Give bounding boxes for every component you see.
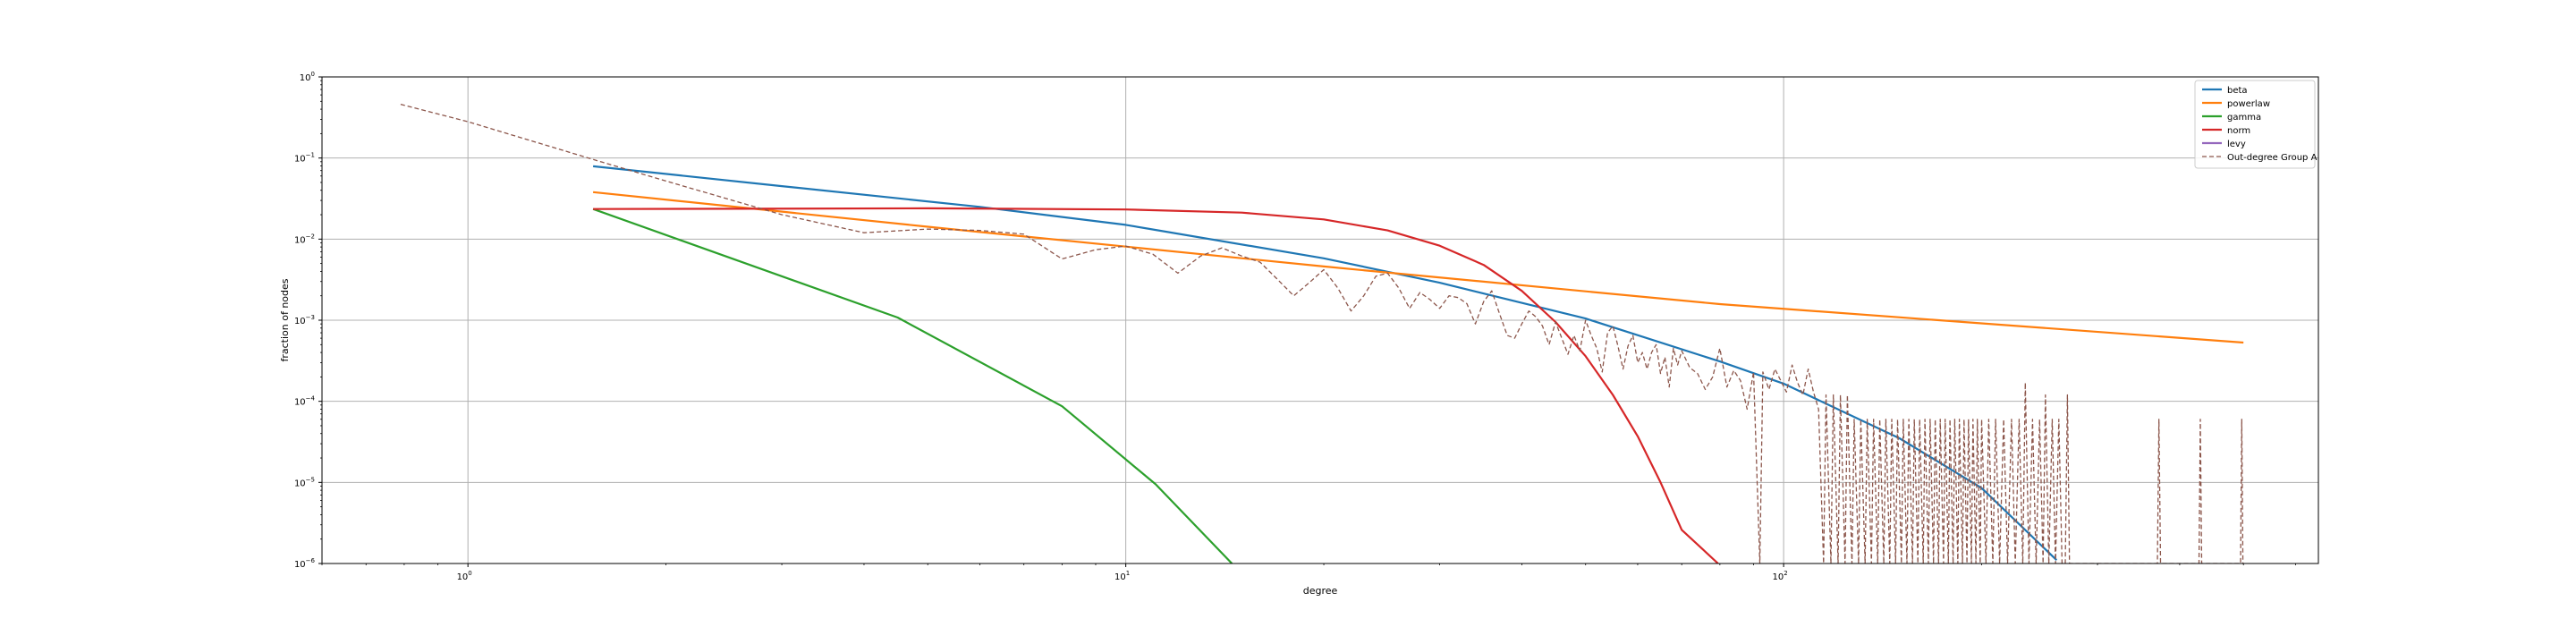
legend-label: gamma bbox=[2227, 113, 2261, 123]
series-line-norm bbox=[593, 207, 1719, 564]
y-axis-label: fraction of nodes bbox=[279, 278, 291, 361]
series-line-gamma bbox=[592, 208, 1233, 564]
series-line-powerlaw bbox=[592, 191, 2244, 344]
legend-label: norm bbox=[2227, 126, 2250, 136]
series-line-beta bbox=[592, 165, 2058, 561]
y-tick-label: 10−5 bbox=[294, 476, 315, 488]
tick-layer: 100 101 102 100 10−1 10−2 10−3 10−4 10−5 10−6 bbox=[294, 71, 2296, 582]
y-tick-label: 10−6 bbox=[294, 557, 316, 570]
plot-area bbox=[321, 76, 2319, 564]
y-tick-label: 10−3 bbox=[294, 314, 315, 326]
legend-label: Out-degree Group A bbox=[2227, 153, 2318, 163]
legend-label: beta bbox=[2227, 86, 2248, 96]
legend-label: powerlaw bbox=[2227, 99, 2270, 109]
y-tick-label: 10−4 bbox=[294, 395, 316, 408]
legend-label: levy bbox=[2227, 140, 2246, 149]
x-tick-label: 100 bbox=[457, 570, 472, 582]
x-tick-label: 102 bbox=[1773, 570, 1788, 582]
x-tick-label: 101 bbox=[1114, 570, 1130, 582]
y-tick-label: 10−2 bbox=[294, 233, 315, 245]
series-layer bbox=[400, 103, 2244, 564]
legend: beta powerlaw gamma norm levy Out-degree Grou… bbox=[2194, 80, 2318, 169]
y-tick-label: 100 bbox=[300, 71, 315, 83]
legend-box bbox=[2194, 80, 2316, 169]
x-axis-label: degree bbox=[1303, 585, 1338, 597]
y-tick-label: 10−1 bbox=[294, 152, 315, 165]
grid-layer bbox=[322, 76, 2318, 564]
series-line-out-degree-group-a bbox=[400, 103, 2244, 564]
